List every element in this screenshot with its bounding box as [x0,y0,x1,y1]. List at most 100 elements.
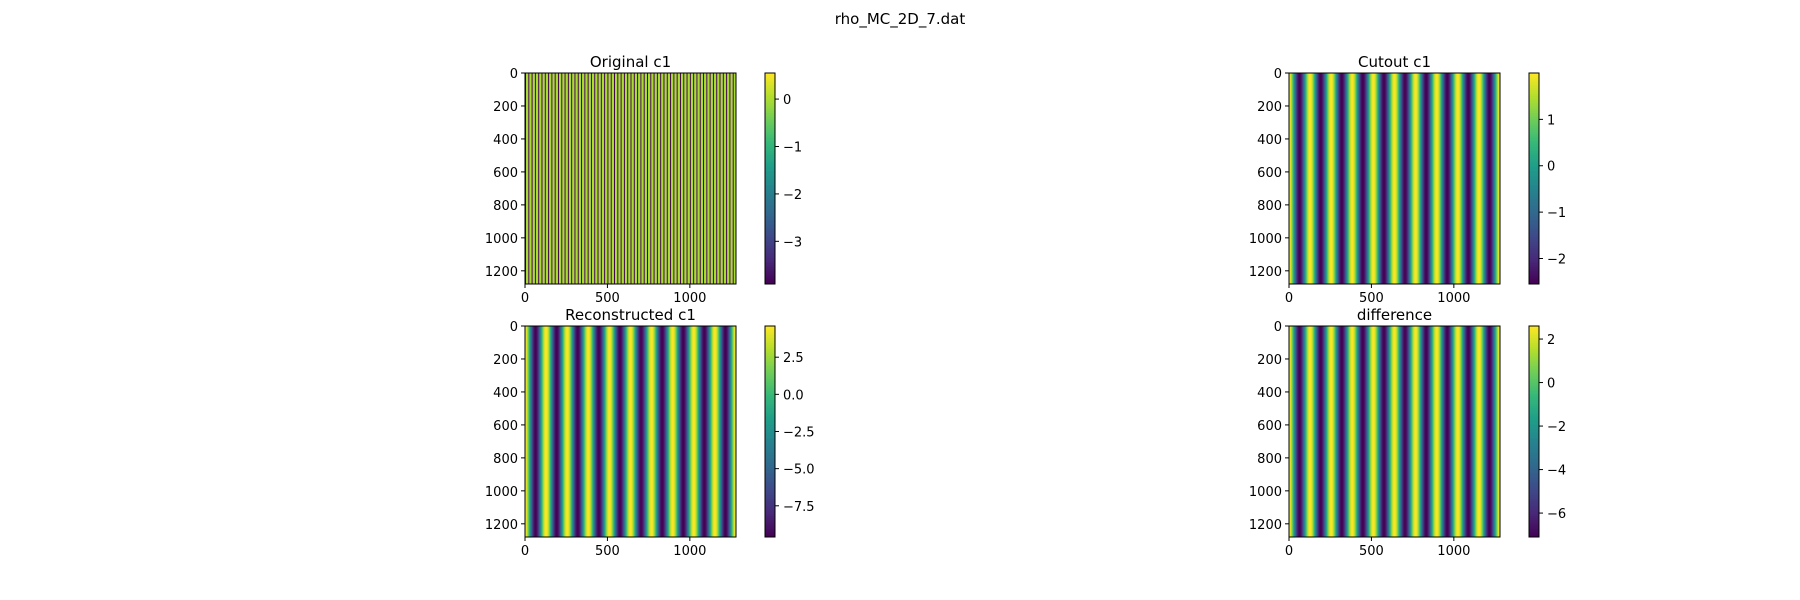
colorbar-segment [765,496,775,500]
heatmap-cell [528,73,532,284]
heatmap-cell [1394,326,1396,537]
heatmap-cell [1422,326,1424,537]
colorbar-segment [1529,125,1539,129]
heatmap-cell [1370,73,1372,284]
colorbar-segment [1529,94,1539,97]
heatmap-cell [652,326,654,537]
heatmap-cell [1445,73,1448,284]
colorbar-segment [1529,423,1539,426]
heatmap-cell [596,326,598,537]
colorbar-segment [765,98,775,101]
y-tick-label: 200 [493,353,518,368]
subplot-title: Reconstructed c1 [565,306,696,324]
colorbar-segment [765,366,775,369]
heatmap-cell [1353,73,1355,284]
figure-suptitle: rho_MC_2D_7.dat [835,10,966,29]
heatmap-cell [1497,326,1500,537]
colorbar-tick-label: −7.5 [783,500,815,515]
heatmap-cell [1409,326,1411,537]
heatmap-cell [648,326,650,537]
heatmap-cell [1458,73,1461,284]
heatmap-cell [1387,73,1389,284]
colorbar-segment [1529,524,1539,527]
y-tick-label: 0 [1274,67,1282,82]
heatmap-cell [609,326,611,537]
heatmap-cell [699,326,702,537]
heatmap-cell [554,73,558,284]
colorbar-segment [765,435,775,439]
colorbar-segment [1529,509,1539,513]
colorbar-segment [1529,359,1539,363]
axes-frame [524,325,737,538]
colorbar-segment [1529,87,1539,91]
heatmap-cell [726,73,728,284]
heatmap-cell [1392,73,1394,284]
colorbar-segment [1529,330,1539,333]
heatmap-cell [1497,73,1500,284]
colorbar-segment [765,505,775,508]
heatmap-cell [1443,73,1446,284]
heatmap-cell [1295,73,1297,284]
heatmap-cell [573,326,575,537]
heatmap-cell [722,73,727,284]
heatmap-cell [673,73,675,284]
x-tick-label: 0 [521,291,529,306]
colorbar-segment [1529,121,1539,125]
colorbar-segment [765,469,775,472]
heatmap-cell [563,326,565,537]
y-tick-label: 400 [493,133,518,148]
heatmap-cell [590,73,592,284]
heatmap-cell [1317,326,1319,537]
heatmap-cell [1310,326,1312,537]
heatmap-cell [1476,326,1479,537]
colorbar-segment [765,123,775,127]
colorbar-segment [1529,265,1539,268]
colorbar-segment [765,161,775,165]
heatmap-cell [1417,73,1419,284]
heatmap-cell [1339,73,1341,284]
heatmap-cell [670,73,672,284]
colorbar-segment [765,395,775,399]
heatmap-cell [545,326,547,537]
colorbar-segment [1529,132,1539,135]
heatmap-cell [1407,326,1409,537]
heatmap-cell [1474,326,1477,537]
colorbar-segment [1529,429,1539,432]
colorbar-segment [765,241,775,245]
heatmap-cell [607,326,609,537]
colorbar-segment [765,138,775,141]
colorbar-segment [765,119,775,122]
heatmap-cell [1476,73,1479,284]
heatmap-cell [1479,73,1482,284]
colorbar-segment [1529,127,1539,131]
heatmap-cell [1376,326,1378,537]
y-tick-label: 0 [510,320,518,335]
colorbar-segment [1529,176,1539,179]
heatmap-cell [1319,73,1321,284]
heatmap-cell [534,73,536,284]
colorbar-tick-label: −5.0 [783,463,815,478]
heatmap-cell [633,326,635,537]
colorbar-segment [765,210,775,213]
y-tick-label: 1000 [1249,232,1282,247]
heatmap-cell [1410,73,1412,284]
colorbar-segment [1529,102,1539,106]
heatmap-cell [1430,326,1433,537]
heatmap-cell [1427,73,1430,284]
colorbar-segment [765,518,775,521]
heatmap-cell [1413,73,1415,284]
colorbar-segment [765,351,775,354]
heatmap-cell [1317,73,1319,284]
heatmap-cell [1440,326,1443,537]
heatmap-cell [673,326,676,537]
heatmap-cell [625,326,627,537]
heatmap-cell [1427,326,1430,537]
colorbar-segment [1529,351,1539,354]
heatmap-cell [1327,73,1329,284]
colorbar-segment [765,387,775,390]
heatmap-cell [1478,326,1481,537]
colorbar-segment [1529,406,1539,409]
heatmap-cell [1492,73,1495,284]
colorbar-segment [1529,368,1539,371]
heatmap-cell [1465,73,1468,284]
